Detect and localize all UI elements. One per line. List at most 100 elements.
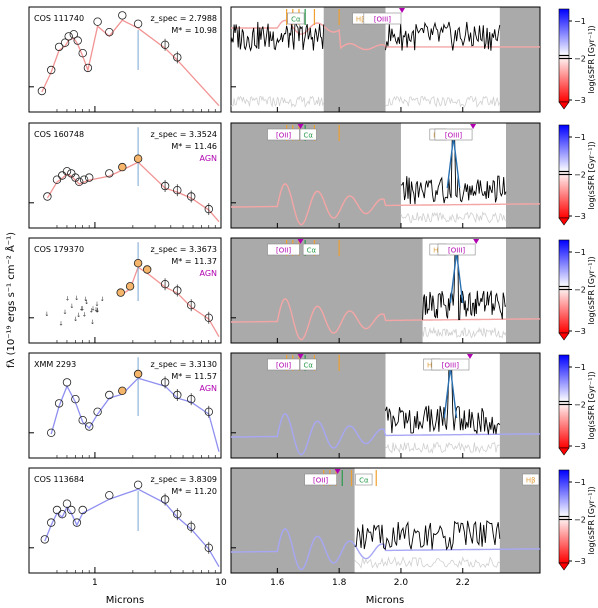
sed-mass-label: M* = 11.37 xyxy=(171,257,217,266)
sed-photometry-point xyxy=(47,518,56,527)
sed-upper-limit-marker: ↓ xyxy=(73,316,78,323)
spec-line-label-box xyxy=(267,358,300,371)
sed-upper-limit-marker: ↓ xyxy=(80,306,85,313)
spec-line-label: [OII] xyxy=(276,132,291,140)
colorbar-extend-arrow xyxy=(558,332,570,341)
spec-panel-frame xyxy=(230,352,541,459)
sed-photometry-point xyxy=(133,480,143,489)
spec-observed-curve xyxy=(230,21,325,52)
spec-observed-curve xyxy=(385,21,501,51)
spec-line-label: [OII] xyxy=(276,247,291,255)
sed-photometry-point xyxy=(58,171,67,180)
sed-photometry-point xyxy=(142,265,152,274)
spec-line-arrow xyxy=(297,354,304,359)
sed-photometry-point xyxy=(54,399,64,408)
spec-line-arrow xyxy=(470,124,477,129)
y-axis-label: fλ (10⁻¹⁹ ergs s⁻¹ cm⁻² Å⁻¹) xyxy=(4,232,17,368)
spec-line-label: Cα xyxy=(307,247,317,255)
sed-panel-frame xyxy=(28,6,222,113)
sed-photometry-point xyxy=(79,175,89,184)
spec-line-label: [OIII] xyxy=(445,132,462,140)
spec-coverage-window xyxy=(385,7,500,112)
sed-agn-label: AGN xyxy=(199,269,217,278)
sed-photometry-point xyxy=(62,378,72,387)
sed-object-name: COS 179370 xyxy=(34,245,84,254)
sed-photometry-point xyxy=(105,169,114,178)
spec-noise-curve xyxy=(354,556,500,569)
sed-photometry-point xyxy=(118,386,127,395)
spec-line-arrow xyxy=(466,354,473,359)
colorbar-tick-label: −1 xyxy=(574,133,586,142)
sed-photometry-point xyxy=(72,518,82,527)
colorbar-extend-arrow xyxy=(558,101,570,110)
spec-line-arrow xyxy=(334,469,341,474)
sed-photometry-point xyxy=(133,154,143,163)
sed-photometry-point xyxy=(54,42,64,52)
sed-object-name: COS 111740 xyxy=(34,14,84,23)
sed-photometry-point xyxy=(118,11,127,20)
spec-line-label-box xyxy=(299,128,317,141)
sed-zspec-label: z_spec = 3.3524 xyxy=(150,130,217,139)
sed-photometry-point xyxy=(62,167,72,176)
colorbar-tick-label: −1 xyxy=(574,478,586,487)
spec-line-label: [OIII] xyxy=(448,247,465,255)
spec-line-label-box xyxy=(434,128,473,141)
colorbar-tick-label: −2 xyxy=(574,55,586,64)
sed-upper-limit-marker: ↓ xyxy=(94,301,99,308)
sed-upper-limit-marker: ↓ xyxy=(83,296,88,303)
sed-upper-limit-marker: ↓ xyxy=(79,306,84,313)
sed-upper-limit-marker: ↓ xyxy=(90,319,95,326)
sed-model-curve xyxy=(50,377,220,452)
sed-upper-limit-marker: ↓ xyxy=(74,295,79,302)
sed-photometry-point xyxy=(125,282,135,291)
sed-panel-frame xyxy=(28,467,222,574)
colorbar-extend-arrow xyxy=(558,562,570,571)
sed-upper-limit-marker: ↓ xyxy=(44,311,49,318)
spec-line-label-box xyxy=(302,243,320,256)
sed-photometry-point xyxy=(105,390,114,400)
spec-noise-curve xyxy=(385,95,501,108)
spec-line-arrow xyxy=(473,239,480,244)
spec-line-arrow xyxy=(297,124,304,129)
sed-mass-label: M* = 10.98 xyxy=(171,26,217,35)
sed-agn-label: AGN xyxy=(199,384,217,393)
spec-line-label: Cα xyxy=(303,132,313,140)
sed-upper-limit-marker: ↓ xyxy=(69,303,74,310)
colorbar-label: log(sSFR [Gyr⁻¹]) xyxy=(587,486,596,554)
sed-mass-label: M* = 11.57 xyxy=(171,372,217,381)
sed-panel-frame xyxy=(28,122,222,229)
colorbar-label: log(sSFR [Gyr⁻¹]) xyxy=(587,141,596,209)
colorbar-label: log(sSFR [Gyr⁻¹]) xyxy=(587,25,596,93)
spec-noise-curve xyxy=(400,211,507,224)
sed-photometry-point xyxy=(133,369,143,379)
spec-line-label-box xyxy=(431,358,470,371)
spec-line-label-box xyxy=(437,243,476,256)
sed-photometry-point xyxy=(93,17,102,26)
spec-panel-frame xyxy=(230,6,541,113)
sed-photometry-point xyxy=(52,505,62,515)
sed-object-name: COS 113684 xyxy=(34,475,84,484)
sed-photometry-point xyxy=(93,407,102,416)
colorbar-tick-label: −3 xyxy=(574,327,586,336)
spec-line-label: [OIII] xyxy=(442,362,459,370)
spec-observed-curve xyxy=(354,520,501,551)
colorbar-tick-label: −2 xyxy=(574,516,586,525)
sed-photometry-point xyxy=(83,63,93,73)
spec-coverage-window xyxy=(385,353,500,458)
sed-photometry-point xyxy=(78,49,87,58)
spec-line-label: Cα xyxy=(291,16,301,24)
spec-panel-frame xyxy=(230,237,541,344)
spec-panel-frame xyxy=(230,122,541,229)
sed-photometry-point xyxy=(52,175,62,184)
spec-line-label: Cα xyxy=(303,362,313,370)
colorbar-tick-label: −1 xyxy=(574,248,586,257)
spec-line-arrow xyxy=(297,239,304,244)
sed-photometry-point xyxy=(60,38,70,47)
spec-noise-curve xyxy=(422,326,507,339)
sed-panel-frame xyxy=(28,352,222,459)
sed-photometry-point xyxy=(105,491,114,500)
sed-zspec-label: z_spec = 3.8309 xyxy=(150,475,217,484)
colorbar-tick-label: −3 xyxy=(574,212,586,221)
spec-noise-curve xyxy=(230,95,325,108)
sed-photometry-point xyxy=(118,162,127,172)
